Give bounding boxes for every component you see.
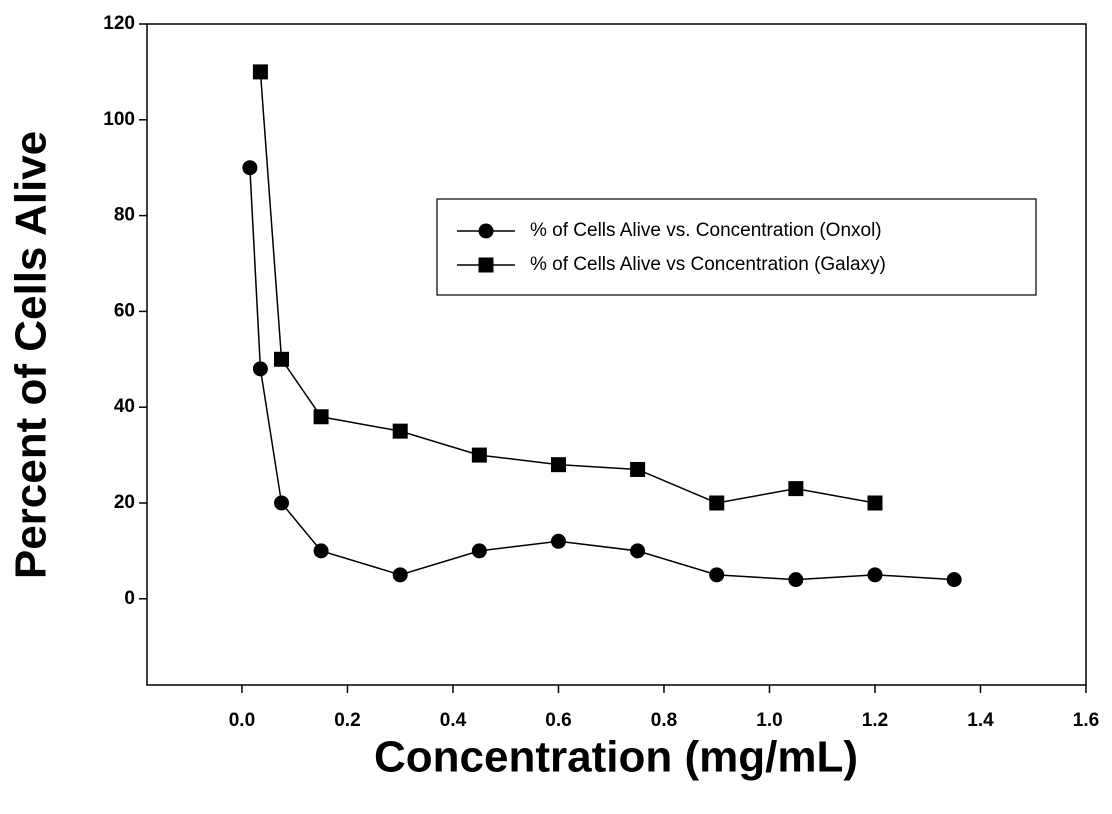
marker xyxy=(630,461,646,477)
marker xyxy=(788,481,804,497)
marker xyxy=(788,572,804,588)
marker xyxy=(550,533,566,549)
x-tick-label: 0.4 xyxy=(440,710,467,731)
marker xyxy=(471,447,487,463)
marker xyxy=(867,495,883,511)
y-tick-label: 40 xyxy=(114,396,135,417)
series-line xyxy=(259,71,876,504)
legend: % of Cells Alive vs. Concentration (Onxo… xyxy=(436,198,1037,296)
x-tick-label: 1.6 xyxy=(1073,710,1099,731)
y-tick-label: 20 xyxy=(114,492,135,513)
x-tick-label: 1.0 xyxy=(756,710,782,731)
series-line xyxy=(249,167,955,581)
x-tick-label: 0.0 xyxy=(229,710,255,731)
legend-label: % of Cells Alive vs Concentration (Galax… xyxy=(530,254,886,275)
y-tick-label: 0 xyxy=(124,588,135,609)
y-tick-label: 120 xyxy=(103,13,135,34)
x-tick-label: 0.6 xyxy=(545,710,571,731)
marker xyxy=(392,567,408,583)
marker xyxy=(946,572,962,588)
marker xyxy=(867,567,883,583)
marker xyxy=(709,495,725,511)
plot-frame xyxy=(146,23,1087,686)
x-tick-label: 0.8 xyxy=(651,710,677,731)
marker xyxy=(478,257,494,273)
y-tick-label: 60 xyxy=(114,300,135,321)
marker xyxy=(252,361,268,377)
y-tick-label: 100 xyxy=(103,109,135,130)
x-tick-label: 1.2 xyxy=(862,710,888,731)
marker xyxy=(313,409,329,425)
marker xyxy=(550,457,566,473)
x-tick-label: 1.4 xyxy=(967,710,994,731)
x-tick-label: 0.2 xyxy=(334,710,360,731)
marker xyxy=(471,543,487,559)
marker xyxy=(242,160,258,176)
marker xyxy=(392,423,408,439)
legend-label: % of Cells Alive vs. Concentration (Onxo… xyxy=(530,220,882,241)
marker xyxy=(313,543,329,559)
marker xyxy=(630,543,646,559)
marker xyxy=(274,351,290,367)
marker xyxy=(709,567,725,583)
legend-box xyxy=(436,198,1037,296)
marker xyxy=(478,223,494,239)
x-axis-title: Concentration (mg/mL) xyxy=(374,733,858,782)
y-tick-label: 80 xyxy=(114,205,135,226)
y-axis-title: Percent of Cells Alive xyxy=(7,131,56,579)
marker xyxy=(274,495,290,511)
marker xyxy=(252,64,268,80)
